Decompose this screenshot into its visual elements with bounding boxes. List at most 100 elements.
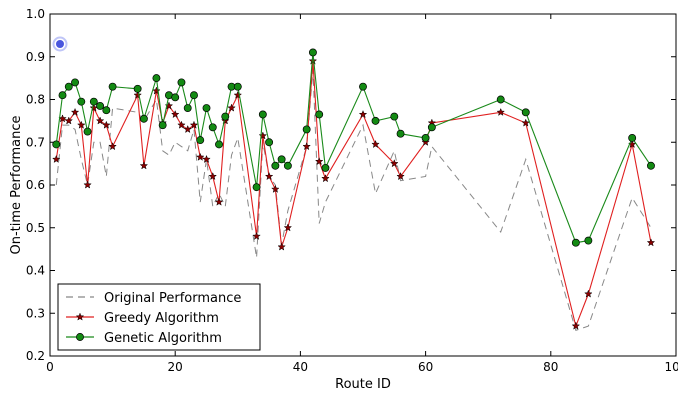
data-point (584, 289, 593, 298)
legend-label: Greedy Algorithm (104, 311, 219, 326)
data-point (177, 120, 186, 129)
data-point (77, 97, 86, 106)
data-point (171, 93, 180, 102)
data-point (108, 82, 117, 91)
y-tick-label: 0.5 (26, 221, 45, 235)
data-point (183, 104, 192, 113)
data-point (271, 161, 280, 170)
data-point (396, 129, 405, 138)
data-point (71, 78, 79, 87)
data-point (496, 107, 506, 116)
data-point (628, 134, 637, 142)
data-point (358, 109, 368, 119)
data-point (83, 127, 92, 136)
data-point (390, 112, 399, 121)
x-tick-label: 80 (543, 360, 558, 374)
data-point (571, 238, 580, 247)
data-point (202, 104, 211, 113)
data-point (158, 121, 167, 130)
data-point (258, 131, 268, 140)
x-tick-label: 40 (293, 360, 308, 374)
data-point (314, 156, 324, 166)
series-line (55, 69, 652, 331)
legend-artifact-halo (52, 36, 68, 52)
y-tick-label: 0.2 (26, 349, 45, 363)
legend-marker (75, 312, 85, 321)
data-point (64, 116, 74, 125)
legend-label: Genetic Algorithm (104, 331, 222, 346)
series-genetic-algorithm (52, 48, 655, 247)
legend-marker (76, 333, 84, 341)
data-point (521, 118, 531, 127)
data-point (83, 180, 92, 189)
data-point (646, 238, 656, 247)
data-point (77, 120, 86, 129)
data-point (170, 109, 180, 119)
legend-entry: Original Performance (66, 291, 241, 306)
data-point (321, 174, 330, 183)
y-tick-label: 0.7 (26, 135, 45, 149)
data-point (152, 74, 161, 83)
data-point (214, 197, 224, 206)
data-point (221, 112, 230, 121)
legend: Original Performance Greedy Algorithm Gene… (57, 283, 261, 351)
data-point (233, 82, 242, 91)
x-tick-label: 100 (665, 360, 678, 374)
data-point (302, 142, 311, 151)
data-point (196, 136, 205, 145)
legend-artifact-marker (56, 40, 64, 48)
series-group (51, 48, 656, 331)
data-point (521, 108, 530, 117)
data-point (190, 91, 198, 100)
data-point (396, 171, 405, 181)
data-point (70, 107, 80, 116)
y-tick-label: 1.0 (26, 7, 45, 21)
data-point (390, 159, 399, 168)
data-point (108, 142, 117, 151)
data-point (96, 101, 105, 110)
data-point (252, 231, 261, 240)
legend-entry: Greedy Algorithm (66, 311, 219, 326)
data-point (189, 120, 199, 129)
data-point (233, 90, 243, 99)
data-point (277, 155, 286, 164)
data-point (496, 95, 505, 104)
data-point (584, 236, 593, 245)
data-point (265, 138, 274, 147)
y-tick-label: 0.8 (26, 93, 45, 107)
axes-group: 0 20 40 60 80 100 0.2 0.3 0.4 0.5 0.6 0.7 0.8 0.9 1.0 (26, 7, 678, 374)
data-point (308, 48, 317, 57)
data-point (177, 78, 186, 87)
data-point (133, 84, 142, 93)
data-point (359, 82, 367, 91)
data-point (252, 183, 261, 192)
y-tick-label: 0.4 (26, 264, 45, 278)
x-tick-label: 0 (46, 360, 54, 374)
data-point (208, 171, 218, 181)
data-point (321, 163, 330, 172)
x-tick-label: 60 (418, 360, 433, 374)
data-point (202, 154, 211, 163)
data-point (102, 106, 111, 115)
data-point (371, 139, 380, 149)
data-point (647, 161, 655, 170)
data-point (264, 171, 274, 181)
data-point (421, 134, 430, 142)
data-point (152, 86, 161, 95)
data-point (195, 152, 205, 161)
legend-label: Original Performance (104, 291, 241, 306)
x-axis-label: Route ID (335, 377, 391, 392)
data-point (271, 184, 280, 193)
data-point (302, 125, 311, 134)
data-point (52, 140, 61, 149)
data-point (95, 116, 105, 125)
y-tick-label: 0.6 (26, 178, 45, 192)
legend-entry: Genetic Algorithm (66, 331, 222, 346)
series-original-performance (55, 69, 652, 331)
data-point (51, 154, 61, 163)
data-point (315, 110, 324, 119)
data-point (571, 321, 581, 330)
data-point (208, 123, 217, 132)
